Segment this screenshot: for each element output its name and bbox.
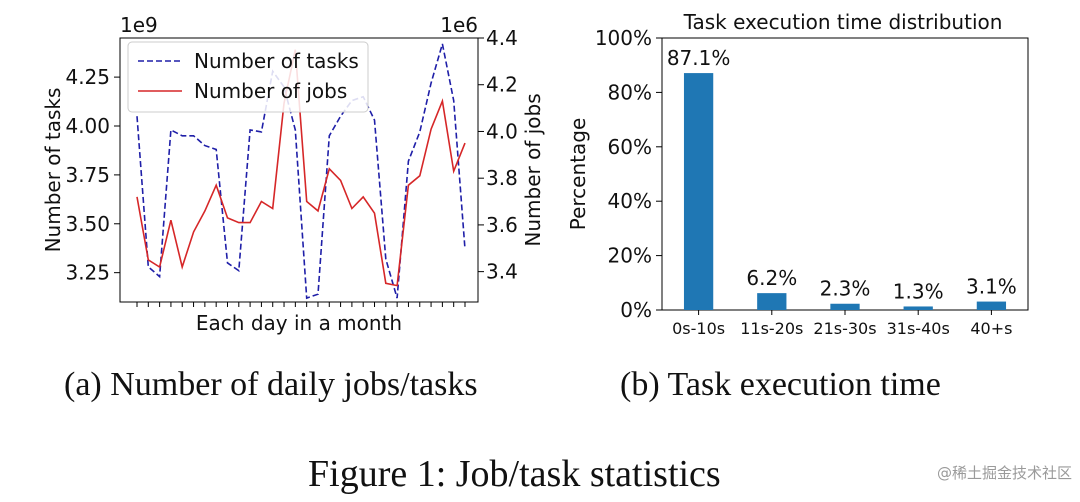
- right-tick-label: 3.4: [486, 260, 518, 284]
- legend-box: [127, 41, 369, 113]
- bar-x-tick-label: 21s-30s: [813, 319, 876, 338]
- subcaption-a: (a) Number of daily jobs/tasks: [64, 366, 478, 403]
- right-axis-offset: 1e6: [440, 13, 478, 37]
- right-tick-label: 4.2: [486, 73, 518, 97]
- bar-y-tick-label: 40%: [608, 189, 652, 213]
- legend-label-tasks: Number of tasks: [194, 49, 359, 73]
- line-legend: Number of tasks Number of jobs: [127, 41, 369, 113]
- right-tick-label: 3.6: [486, 213, 518, 237]
- bar-y-tick-label: 20%: [608, 244, 652, 268]
- bar-y-tick-label: 60%: [608, 135, 652, 159]
- bar-data-label: 3.1%: [966, 275, 1017, 299]
- right-y-ticks: 3.4 3.6 3.8 4.0 4.2 4.4: [478, 26, 518, 284]
- bar: [903, 306, 933, 310]
- bar: [683, 73, 714, 310]
- line-series-group: [136, 43, 466, 300]
- left-tick-label: 3.25: [65, 261, 110, 285]
- bar: [976, 301, 1007, 310]
- right-tick-label: 4.4: [486, 26, 518, 50]
- bar-y-tick-label: 0%: [620, 298, 652, 322]
- bar-data-label: 87.1%: [667, 46, 731, 70]
- bar-marks: 87.1% 0s-10s 6.2% 11s-20s 2.3% 21s-30s 1.3% 31s…: [667, 46, 1017, 338]
- right-tick-label: 4.0: [486, 119, 518, 143]
- left-tick-label: 3.75: [65, 163, 110, 187]
- bar-x-tick-label: 40+s: [970, 319, 1012, 338]
- x-axis-label: Each day in a month: [196, 311, 402, 335]
- x-ticks: [136, 302, 466, 307]
- bar-chart-frame: [661, 37, 1029, 311]
- bar-y-tick-label: 100%: [595, 26, 652, 50]
- right-y-axis-label: Number of jobs: [521, 93, 545, 246]
- bar-x-tick-label: 0s-10s: [672, 319, 725, 338]
- tasks-series-line: [136, 43, 466, 300]
- left-y-ticks: 3.25 3.50 3.75 4.00 4.25: [65, 65, 120, 285]
- bar-chart-title: Task execution time distribution: [683, 10, 1003, 34]
- bar-y-axis-label: Percentage: [566, 118, 590, 231]
- bar-data-label: 6.2%: [746, 266, 797, 290]
- line-chart-frame: [119, 37, 479, 303]
- bar-x-tick-label: 31s-40s: [887, 319, 950, 338]
- left-tick-label: 4.25: [65, 65, 110, 89]
- left-tick-label: 4.00: [65, 114, 110, 138]
- bar: [757, 293, 787, 310]
- bar-data-label: 2.3%: [820, 277, 871, 301]
- left-y-axis-label: Number of tasks: [41, 88, 65, 253]
- line-chart: 1e9 1e6 3.25 3.50 3.75 4.00 4.25 3.4 3.6 3.8 4.…: [41, 13, 545, 335]
- left-tick-label: 3.50: [65, 212, 110, 236]
- bar-y-tick-label: 80%: [608, 80, 652, 104]
- left-axis-offset: 1e9: [120, 13, 158, 37]
- right-tick-label: 3.8: [486, 166, 518, 190]
- bar-y-ticks: 0% 20% 40% 60% 80% 100%: [595, 26, 662, 322]
- figure-caption: Figure 1: Job/task statistics: [308, 453, 721, 495]
- bar-chart: Task execution time distribution 0% 20% 40…: [566, 10, 1029, 338]
- jobs-series-line: [136, 49, 466, 287]
- subcaption-b: (b) Task execution time: [620, 366, 941, 403]
- legend-label-jobs: Number of jobs: [194, 79, 347, 103]
- bar-x-tick-label: 11s-20s: [740, 319, 803, 338]
- bar-data-label: 1.3%: [893, 279, 944, 303]
- watermark: @稀土掘金技术社区: [936, 464, 1072, 482]
- bar: [830, 303, 860, 310]
